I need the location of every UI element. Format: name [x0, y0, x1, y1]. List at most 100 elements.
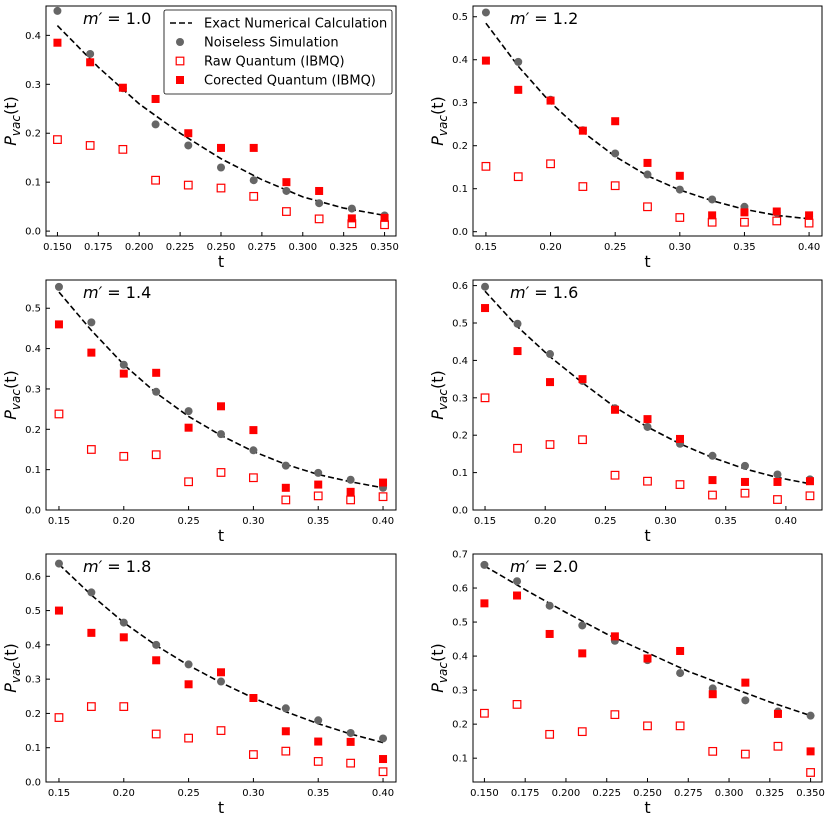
corrected-point [87, 348, 96, 357]
raw-point [282, 207, 291, 216]
corrected-point [545, 629, 554, 638]
corrected-point [346, 487, 355, 496]
noiseless-point [87, 318, 96, 327]
noiseless-point [708, 195, 717, 204]
noiseless-point [740, 461, 749, 470]
noiseless-point [379, 734, 388, 743]
chart-panel-1: 0.150 0.175 0.200 0.225 0.250 0.275 0.300 0.325… [1, 5, 399, 271]
y-tick-label: 0.0 [452, 227, 468, 238]
noiseless-point [119, 360, 128, 369]
y-tick-label: 0.2 [25, 709, 41, 720]
noiseless-point [806, 711, 815, 720]
raw-point [249, 191, 259, 201]
raw-point [545, 440, 555, 449]
noiseless-point [513, 319, 522, 328]
x-tick-label: 0.350 [796, 788, 825, 799]
x-axis-label: t [218, 526, 224, 545]
x-tick-label: 0.20 [113, 516, 135, 527]
y-tick-label: 0.4 [25, 344, 41, 355]
corrected-point [119, 633, 128, 642]
y-axis-label: Pvac(t) [428, 370, 450, 419]
noiseless-point [545, 601, 554, 610]
x-axis-label: t [218, 798, 224, 817]
x-tick-label: 0.325 [329, 242, 358, 253]
corrected-point [773, 477, 782, 486]
x-tick-label: 0.35 [307, 788, 329, 799]
noiseless-point [315, 199, 324, 208]
corrected-point [152, 368, 161, 377]
raw-point [773, 495, 782, 504]
raw-point [545, 729, 555, 739]
x-tick-label: 0.30 [654, 516, 676, 527]
corrected-point [708, 476, 717, 485]
noiseless-point [578, 621, 587, 630]
raw-point [481, 161, 491, 171]
corrected-point [249, 694, 258, 702]
corrected-point [53, 38, 62, 47]
x-tick-label: 0.40 [372, 516, 394, 527]
y-tick-label: 0.0 [25, 506, 41, 517]
x-tick-label: 0.250 [207, 242, 236, 253]
y-tick-label: 0.3 [452, 686, 468, 697]
noiseless-point [54, 282, 63, 291]
y-tick-label: 0.3 [452, 98, 468, 109]
panel-title: m′ = 1.8 [83, 557, 151, 576]
noiseless-point [346, 475, 355, 484]
raw-point [313, 757, 323, 766]
x-tick-label: 0.15 [48, 788, 70, 799]
corrected-point [643, 158, 652, 167]
raw-point [281, 746, 291, 756]
corrected-point [314, 480, 323, 489]
chart-panel-6: 0.150 0.175 0.200 0.225 0.250 0.275 0.300 0.325… [428, 550, 825, 818]
x-tick-label: 0.30 [669, 242, 691, 253]
raw-point [578, 182, 588, 191]
corrected-point [281, 483, 290, 492]
noiseless-point [87, 588, 96, 597]
raw-point [546, 159, 555, 169]
y-axis-label: Pvac(t) [1, 370, 23, 419]
noiseless-point [152, 387, 161, 396]
noiseless-point [119, 618, 128, 627]
corrected-point [217, 668, 225, 677]
corrected-point [152, 656, 161, 665]
panel-title: m′ = 1.0 [83, 9, 151, 28]
raw-point [380, 220, 389, 230]
corrected-point [480, 599, 489, 608]
raw-point [53, 135, 62, 144]
legend-box [163, 9, 393, 95]
y-tick-label: 0.1 [452, 184, 468, 195]
noiseless-point [481, 8, 490, 17]
corrected-point [546, 378, 555, 387]
corrected-point [513, 347, 522, 356]
y-tick-label: 0.6 [25, 572, 41, 583]
legend-noiseless-swatch [176, 38, 184, 46]
y-tick-label: 0.6 [452, 281, 468, 292]
legend-corrected-swatch [176, 76, 184, 84]
exact-series-line [483, 565, 811, 717]
raw-point [773, 741, 783, 751]
noiseless-point [347, 204, 356, 213]
exact-series-line [484, 290, 811, 485]
legend-raw-swatch [175, 56, 185, 66]
y-tick-label: 0.4 [25, 31, 41, 42]
corrected-point [217, 402, 225, 411]
noiseless-point [346, 728, 355, 737]
plot-frame [472, 279, 823, 511]
y-tick-label: 0.1 [25, 178, 41, 189]
plot-frame [45, 553, 397, 783]
raw-point [151, 450, 161, 460]
y-tick-label: 0.3 [25, 675, 41, 686]
x-tick-label: 0.40 [775, 516, 797, 527]
corrected-point [611, 117, 620, 126]
y-axis-label: Pvac(t) [1, 96, 23, 145]
corrected-point [643, 415, 652, 424]
noiseless-point [546, 350, 555, 359]
y-tick-label: 0.4 [452, 652, 468, 663]
raw-point [86, 445, 96, 454]
x-tick-label: 0.200 [125, 242, 154, 253]
noiseless-point [249, 176, 258, 185]
y-tick-label: 0.3 [25, 384, 41, 395]
raw-point [249, 750, 258, 759]
raw-point [675, 480, 685, 489]
